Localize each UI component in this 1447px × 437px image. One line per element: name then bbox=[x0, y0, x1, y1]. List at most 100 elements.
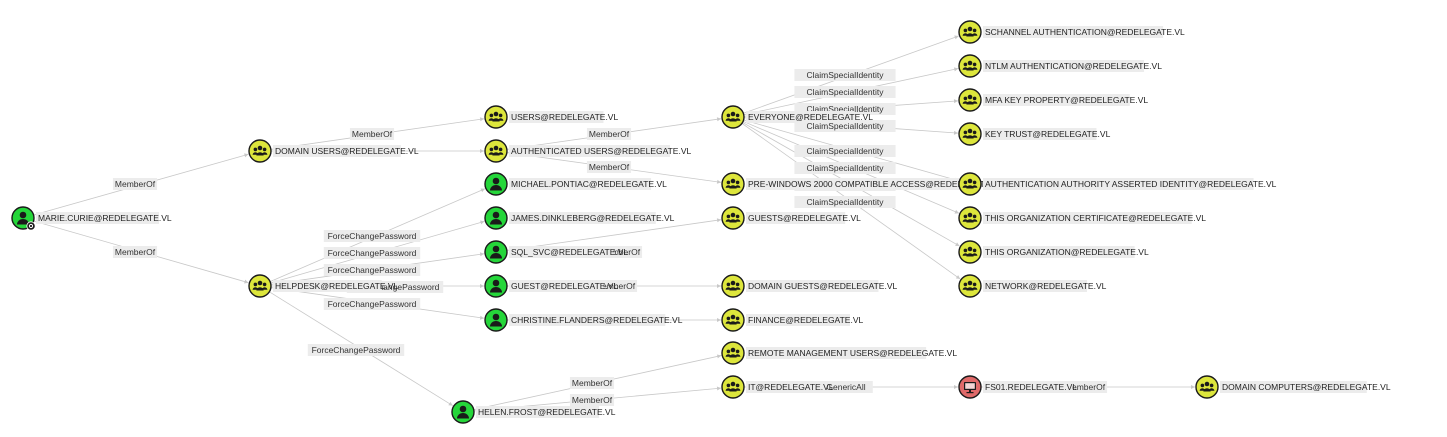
edge-arrowhead bbox=[1191, 385, 1195, 389]
edge-arrowhead bbox=[244, 153, 249, 158]
group-icon bbox=[962, 128, 978, 139]
node-everyone[interactable]: EVERYONE@REDELEGATE.VL bbox=[721, 105, 873, 129]
node-james[interactable]: JAMES.DINKLEBERG@REDELEGATE.VL bbox=[484, 206, 675, 230]
node-label: CHRISTINE.FLANDERS@REDELEGATE.VL bbox=[511, 315, 683, 325]
edge-label-background bbox=[586, 161, 632, 173]
node-label: AUTHENTICATION AUTHORITY ASSERTED IDENTI… bbox=[985, 179, 1277, 189]
node-label-background bbox=[983, 280, 1087, 292]
group-icon bbox=[725, 347, 741, 358]
node-remotemgmt[interactable]: REMOTE MANAGEMENT USERS@REDELEGATE.VL bbox=[721, 341, 957, 365]
edge-label-everyone-ntlm[interactable]: ClaimSpecialIdentity bbox=[794, 86, 896, 98]
edge-label-text: GenericAll bbox=[826, 382, 865, 392]
node-label: DOMAIN COMPUTERS@REDELEGATE.VL bbox=[1222, 382, 1391, 392]
edge-label-everyone-schannel[interactable]: ClaimSpecialIdentity bbox=[794, 69, 896, 81]
edge-label-guest-domainguests[interactable]: MemberOf bbox=[592, 280, 638, 292]
edge-label-it-fs01[interactable]: GenericAll bbox=[819, 381, 873, 393]
node-label-background bbox=[746, 178, 979, 190]
edge-arrowhead bbox=[480, 188, 485, 193]
node-keytrust[interactable]: KEY TRUST@REDELEGATE.VL bbox=[958, 122, 1111, 146]
node-circle bbox=[721, 172, 745, 196]
node-circle bbox=[721, 341, 745, 365]
group-icon bbox=[252, 145, 268, 156]
node-circle bbox=[1195, 375, 1219, 399]
edge-label-background bbox=[794, 196, 896, 208]
node-thisorgcert[interactable]: THIS ORGANIZATION CERTIFICATE@REDELEGATE… bbox=[958, 206, 1206, 230]
edge-label-background bbox=[592, 280, 638, 292]
node-mfa[interactable]: MFA KEY PROPERTY@REDELEGATE.VL bbox=[958, 88, 1148, 112]
node-circle bbox=[484, 139, 508, 163]
node-fs01[interactable]: FS01.REDELEGATE.VL bbox=[958, 375, 1077, 399]
edge-sqlsvc-guests[interactable] bbox=[506, 218, 722, 251]
node-label-background bbox=[509, 212, 656, 224]
edge-label-text: MemberOf bbox=[589, 162, 630, 172]
node-marie[interactable]: MARIE.CURIE@REDELEGATE.VL bbox=[11, 206, 172, 231]
edge-label-background bbox=[1062, 381, 1108, 393]
group-icon bbox=[725, 314, 741, 325]
node-circle bbox=[958, 54, 982, 78]
node-label-background bbox=[746, 381, 827, 393]
node-it[interactable]: IT@REDELEGATE.VL bbox=[721, 375, 834, 399]
edge-label-background bbox=[112, 178, 158, 190]
group-icon bbox=[725, 381, 741, 392]
node-label: MFA KEY PROPERTY@REDELEGATE.VL bbox=[985, 95, 1148, 105]
user-icon bbox=[457, 405, 469, 419]
node-thisorg[interactable]: THIS ORGANIZATION@REDELEGATE.VL bbox=[958, 240, 1149, 264]
node-domainguests[interactable]: DOMAIN GUESTS@REDELEGATE.VL bbox=[721, 274, 897, 298]
edge-label-helen-it[interactable]: MemberOf bbox=[569, 394, 615, 406]
node-authusers[interactable]: AUTHENTICATED USERS@REDELEGATE.VL bbox=[484, 139, 692, 163]
node-label: FS01.REDELEGATE.VL bbox=[985, 382, 1077, 392]
edge-label-helpdesk-helen[interactable]: ForceChangePassword bbox=[307, 344, 405, 356]
node-domainusers[interactable]: DOMAIN USERS@REDELEGATE.VL bbox=[248, 139, 419, 163]
node-prewin[interactable]: PRE-WINDOWS 2000 COMPATIBLE ACCESS@REDEL… bbox=[721, 172, 1003, 196]
edge-label-authusers-prewin[interactable]: MemberOf bbox=[586, 161, 632, 173]
edge-label-text: ClaimSpecialIdentity bbox=[806, 70, 884, 80]
edge-label-marie-domainusers[interactable]: MemberOf bbox=[112, 178, 158, 190]
node-label-background bbox=[746, 314, 850, 326]
owned-badge-icon bbox=[26, 221, 36, 231]
node-circle bbox=[721, 308, 745, 332]
node-guests[interactable]: GUESTS@REDELEGATE.VL bbox=[721, 206, 861, 230]
edge-label-text: ClaimSpecialIdentity bbox=[806, 87, 884, 97]
node-helen[interactable]: HELEN.FROST@REDELEGATE.VL bbox=[451, 400, 616, 424]
node-label: IT@REDELEGATE.VL bbox=[748, 382, 834, 392]
edge-label-text: MemberOf bbox=[589, 129, 630, 139]
edge-label-helpdesk-christine[interactable]: ForceChangePassword bbox=[323, 298, 421, 310]
node-circle bbox=[721, 105, 745, 129]
node-users[interactable]: USERS@REDELEGATE.VL bbox=[484, 105, 618, 129]
node-label-background bbox=[509, 178, 652, 190]
node-sqlsvc[interactable]: SQL_SVC@REDELEGATE.VL bbox=[484, 240, 628, 264]
node-label: FINANCE@REDELEGATE.VL bbox=[748, 315, 863, 325]
group-icon bbox=[252, 280, 268, 291]
node-schannel[interactable]: SCHANNEL AUTHENTICATION@REDELEGATE.VL bbox=[958, 20, 1185, 44]
node-label: NTLM AUTHENTICATION@REDELEGATE.VL bbox=[985, 61, 1162, 71]
edge-label-fs01-domaincomputers[interactable]: MemberOf bbox=[1062, 381, 1108, 393]
edge-label-helpdesk-michael[interactable]: ForceChangePassword bbox=[323, 230, 421, 242]
edge-arrowhead bbox=[953, 130, 959, 135]
edge-label-background bbox=[794, 69, 896, 81]
node-guest[interactable]: GUEST@REDELEGATE.VL bbox=[484, 274, 618, 298]
edge-arrowhead bbox=[448, 401, 453, 406]
edge-label-helpdesk-sqlsvc[interactable]: ForceChangePassword bbox=[323, 264, 421, 276]
edge-label-domainusers-users[interactable]: MemberOf bbox=[349, 128, 395, 140]
node-domaincomputers[interactable]: DOMAIN COMPUTERS@REDELEGATE.VL bbox=[1195, 375, 1391, 399]
edge-label-authusers-everyone[interactable]: MemberOf bbox=[586, 128, 632, 140]
node-authauth[interactable]: AUTHENTICATION AUTHORITY ASSERTED IDENTI… bbox=[958, 172, 1277, 196]
node-network[interactable]: NETWORK@REDELEGATE.VL bbox=[958, 274, 1107, 298]
node-label: MICHAEL.PONTIAC@REDELEGATE.VL bbox=[511, 179, 667, 189]
edge-label-helpdesk-james[interactable]: ForceChangePassword bbox=[323, 247, 421, 259]
node-ntlm[interactable]: NTLM AUTHENTICATION@REDELEGATE.VL bbox=[958, 54, 1162, 78]
edge-label-everyone-thisorgcert[interactable]: ClaimSpecialIdentity bbox=[794, 162, 896, 174]
group-icon bbox=[725, 111, 741, 122]
node-michael[interactable]: MICHAEL.PONTIAC@REDELEGATE.VL bbox=[484, 172, 667, 196]
node-label: AUTHENTICATED USERS@REDELEGATE.VL bbox=[511, 146, 692, 156]
node-label-background bbox=[746, 111, 855, 123]
edge-label-everyone-thisorg[interactable]: ClaimSpecialIdentity bbox=[794, 196, 896, 208]
node-christine[interactable]: CHRISTINE.FLANDERS@REDELEGATE.VL bbox=[484, 308, 683, 332]
edge-label-everyone-authauth[interactable]: ClaimSpecialIdentity bbox=[794, 145, 896, 157]
edge-label-marie-helpdesk[interactable]: MemberOf bbox=[112, 246, 158, 258]
node-circle bbox=[958, 274, 982, 298]
node-finance[interactable]: FINANCE@REDELEGATE.VL bbox=[721, 308, 863, 332]
edge-label-helen-remotemgmt[interactable]: MemberOf bbox=[569, 377, 615, 389]
node-helpdesk[interactable]: HELPDESK@REDELEGATE.VL bbox=[248, 274, 399, 298]
